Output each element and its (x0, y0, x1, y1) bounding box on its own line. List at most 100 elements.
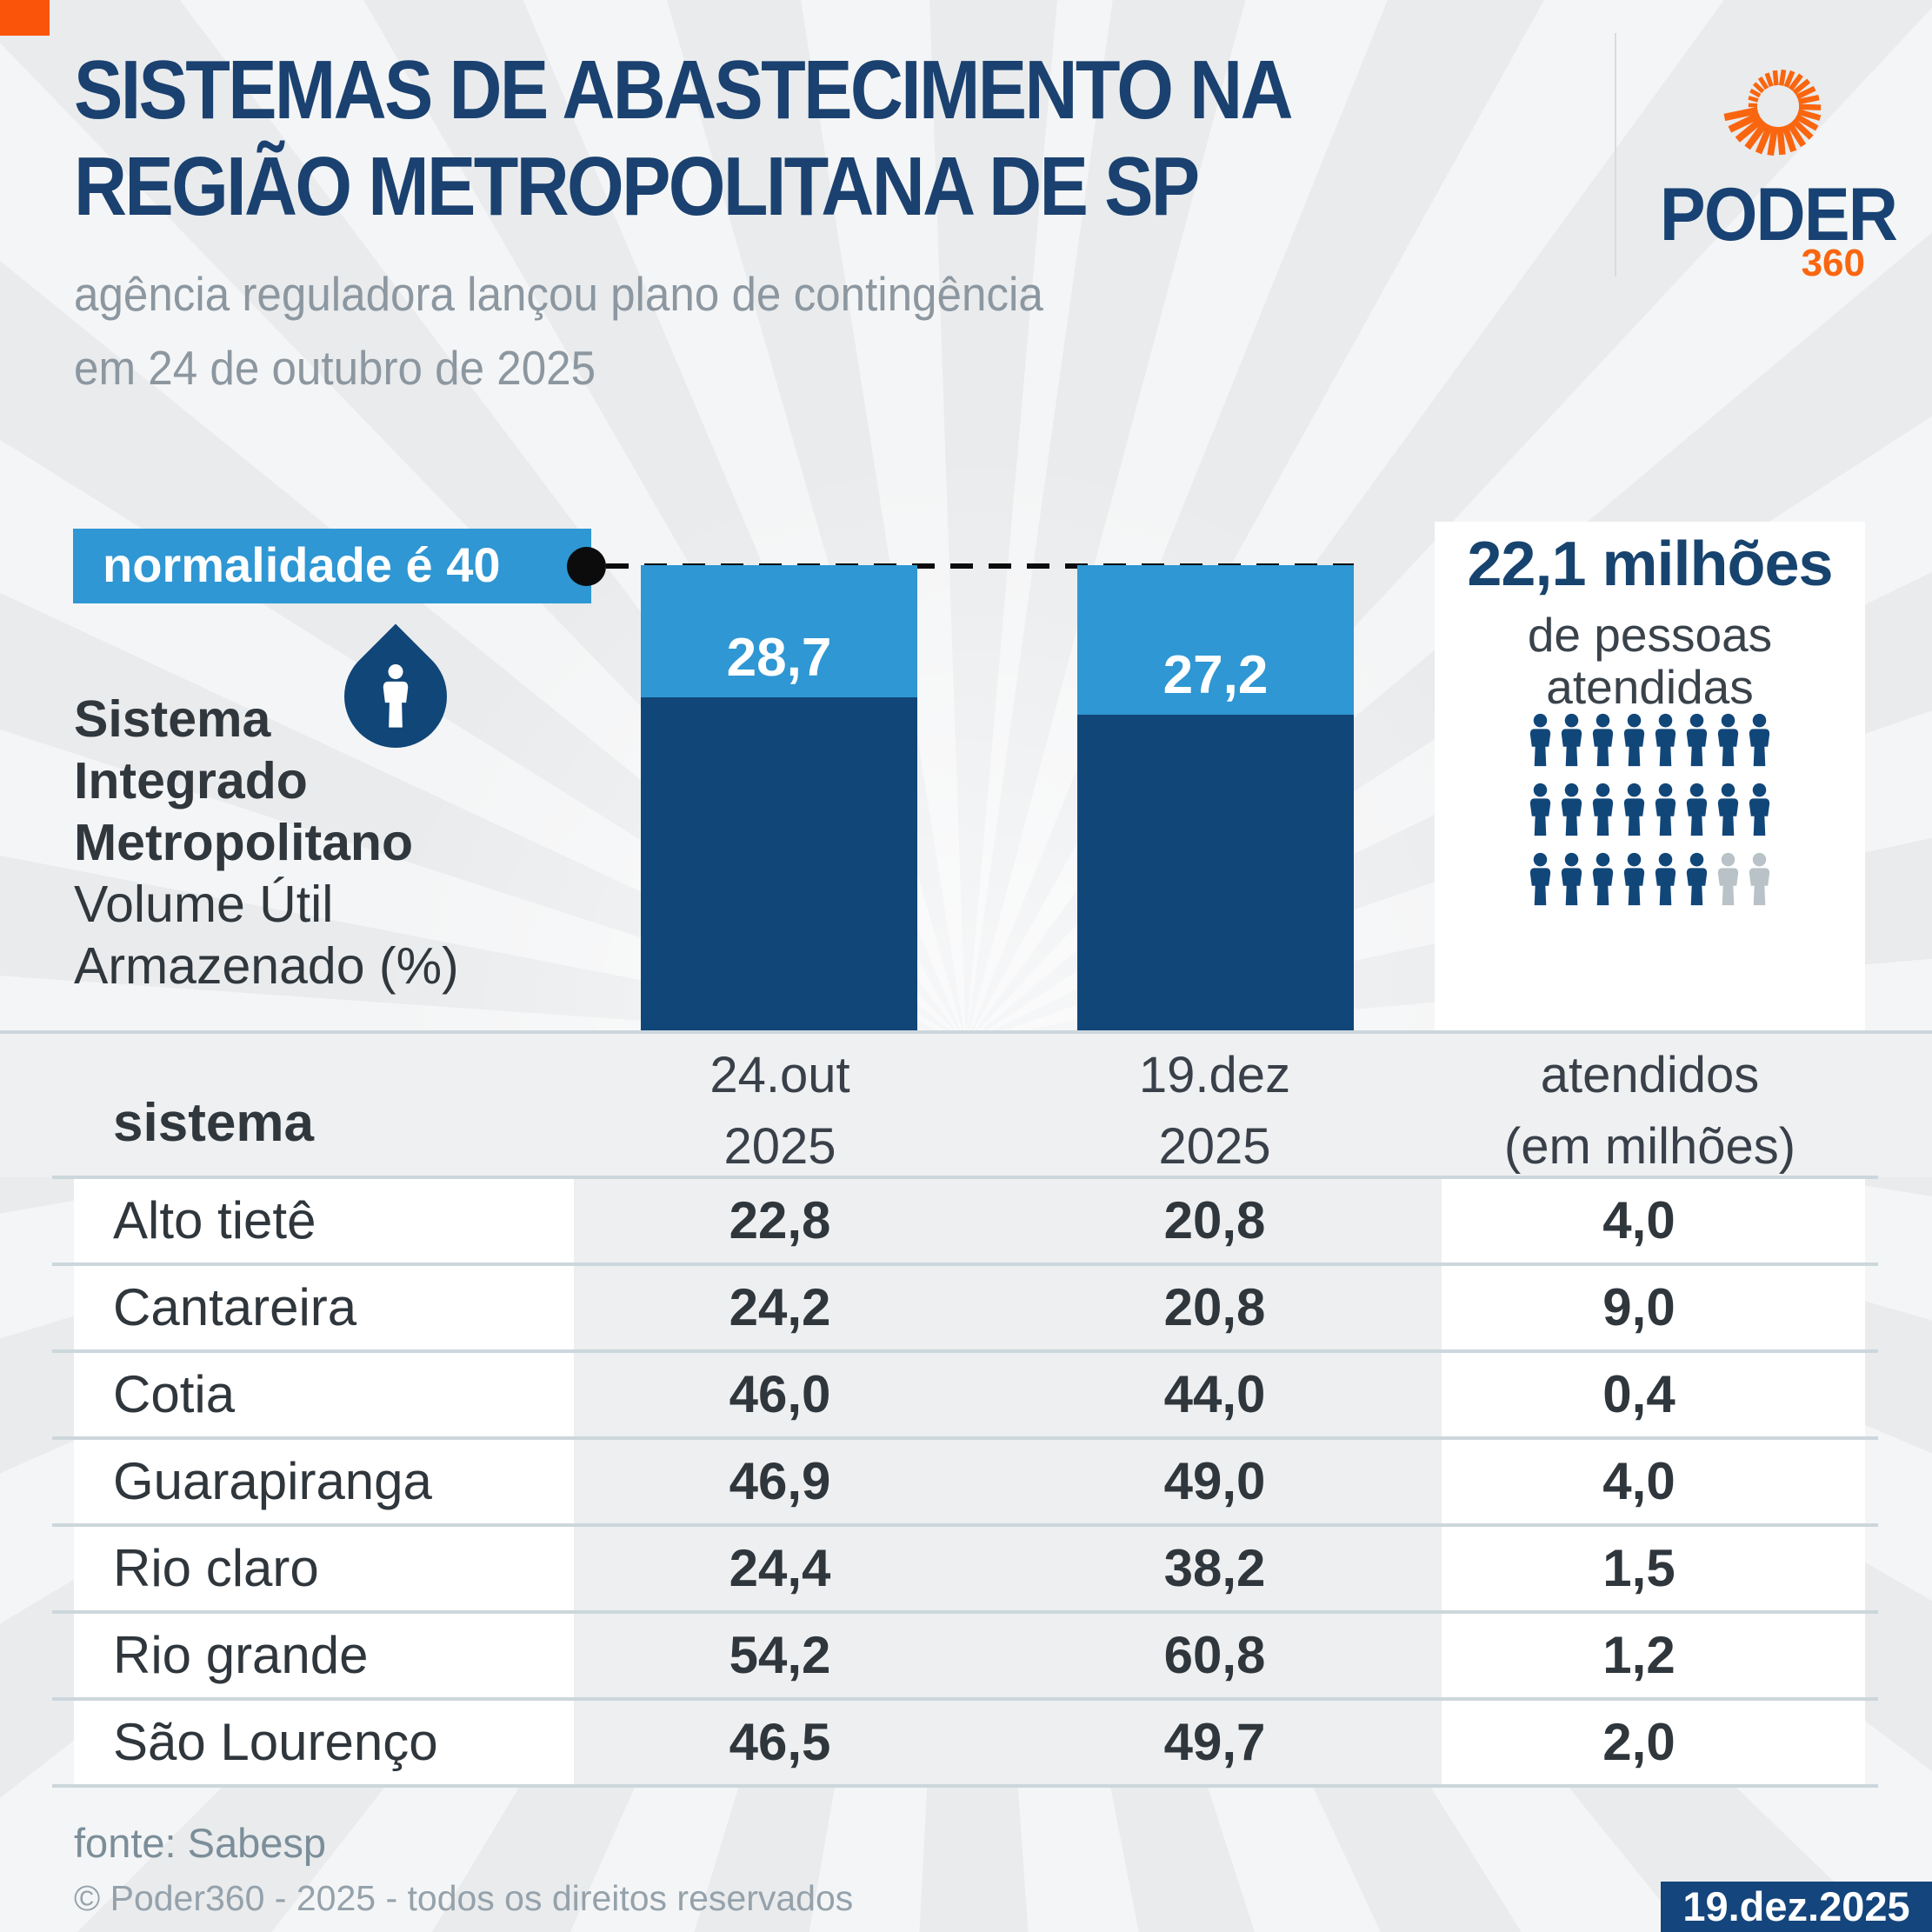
subtitle-line-1: agência reguladora lançou plano de conti… (74, 267, 1043, 321)
person-icon (1686, 783, 1708, 836)
subtitle-line-2: em 24 de outubro de 2025 (74, 341, 596, 395)
person-icon (1561, 713, 1582, 767)
chart-label-line: Volume Útil (74, 876, 334, 933)
row-divider (52, 1262, 1878, 1266)
person-icon (1592, 783, 1614, 836)
reference-annotation: normalidade é 40 (73, 529, 591, 603)
chart-label-line: Integrado (74, 752, 308, 809)
column-header-19dez: 19.dez 2025 (1076, 1040, 1354, 1183)
cell-atendidos: 9,0 (1602, 1278, 1676, 1336)
logo-divider (1615, 33, 1616, 276)
person-icon (1749, 783, 1770, 836)
stat-subline: de pessoas atendidas (1435, 609, 1865, 713)
cell-19dez: 20,8 (1163, 1278, 1266, 1336)
person-icon-filled (1651, 852, 1680, 910)
water-drop-person-icon (323, 623, 469, 769)
date-badge: 19.dez.2025 (1661, 1882, 1932, 1932)
person-icon (1655, 852, 1676, 906)
person-icon-filled (1620, 783, 1649, 841)
person-icon (1623, 713, 1645, 767)
page-title: SISTEMAS DE ABASTECIMENTO NA REGIÃO METR… (74, 42, 1294, 235)
person-icon (1592, 852, 1614, 906)
chart-label-line: Metropolitano (74, 814, 414, 871)
cell-sistema: Rio claro (113, 1539, 319, 1597)
person-icon (1623, 852, 1645, 906)
cell-atendidos: 2,0 (1602, 1713, 1676, 1771)
person-icon (1561, 852, 1582, 906)
cell-24out: 24,2 (729, 1278, 831, 1336)
person-icon-filled (1682, 852, 1711, 910)
table-header-band (0, 1032, 1932, 1177)
person-icon-empty (1745, 852, 1774, 910)
title-line-2: REGIÃO METROPOLITANA DE SP (74, 140, 1200, 233)
cell-19dez: 38,2 (1163, 1539, 1266, 1597)
row-divider (52, 1784, 1878, 1788)
person-icon-filled (1557, 852, 1586, 910)
bar-24out-value: 28,7 (726, 628, 832, 688)
cell-sistema: São Lourenço (113, 1713, 438, 1771)
cell-24out: 46,5 (729, 1713, 831, 1771)
row-divider (52, 1349, 1878, 1353)
person-icon (1529, 713, 1551, 767)
person-icon (1749, 852, 1770, 906)
column-header-24out-line2: 2025 (723, 1118, 836, 1175)
bar-19dez: 27,2 (1077, 565, 1354, 1032)
accent-chip (0, 0, 50, 36)
pictogram-row (1435, 783, 1865, 841)
reference-dashed-line (606, 563, 1354, 569)
chart-baseline (0, 1030, 1932, 1034)
person-icon-filled (1745, 783, 1774, 841)
person-icon-filled (1620, 713, 1649, 771)
logo-360: 360 (1801, 242, 1865, 284)
cell-atendidos: 1,2 (1602, 1626, 1676, 1684)
bar-19dez-value: 27,2 (1163, 645, 1269, 705)
column-header-24out: 24.out 2025 (641, 1040, 919, 1183)
person-icon-filled (1714, 783, 1742, 841)
cell-atendidos: 0,4 (1602, 1365, 1676, 1423)
source-note: fonte: Sabesp (74, 1820, 327, 1866)
person-icon (1655, 783, 1676, 836)
middle-columns-tint (574, 1178, 1442, 1786)
cell-19dez: 49,0 (1163, 1452, 1266, 1510)
stat-headline: 22,1 milhões (1467, 530, 1833, 599)
cell-sistema: Guarapiranga (113, 1452, 432, 1510)
bar-24out-remainder: 28,7 (641, 565, 917, 697)
person-icon-filled (1526, 852, 1555, 910)
person-icon-filled (1745, 713, 1774, 771)
poder360-logo: PODER 360 (1635, 43, 1922, 284)
person-icon-filled (1589, 713, 1617, 771)
person-icon (1561, 783, 1582, 836)
person-icon (1592, 713, 1614, 767)
person-icon-filled (1682, 783, 1711, 841)
reference-annotation-label: normalidade é 40 (103, 537, 501, 592)
column-header-atendidos-line1: atendidos (1540, 1047, 1760, 1103)
row-divider (52, 1436, 1878, 1440)
stat-subline-2: atendidas (1546, 660, 1754, 714)
person-icon-filled (1620, 852, 1649, 910)
row-divider (52, 1523, 1878, 1527)
person-icon (1686, 852, 1708, 906)
cell-19dez: 44,0 (1163, 1365, 1266, 1423)
column-header-19dez-line1: 19.dez (1138, 1047, 1291, 1103)
person-icon (1655, 713, 1676, 767)
chart-label-line: Armazenado (%) (74, 937, 459, 995)
person-icon-filled (1651, 783, 1680, 841)
people-pictogram (1435, 713, 1865, 922)
row-divider (52, 1697, 1878, 1701)
cell-24out: 22,8 (729, 1191, 831, 1249)
person-icon (1623, 783, 1645, 836)
person-icon-empty (1714, 852, 1742, 910)
person-icon-filled (1526, 713, 1555, 771)
chart-axis-label: Sistema Integrado Metropolitano Volume Útil… (74, 689, 459, 997)
column-header-19dez-line2: 2025 (1158, 1118, 1271, 1175)
person-icon (1749, 713, 1770, 767)
column-header-sistema: sistema (113, 1093, 314, 1153)
cell-19dez: 20,8 (1163, 1191, 1266, 1249)
cell-sistema: Cotia (113, 1365, 236, 1423)
chart-label-line: Sistema (74, 690, 271, 748)
page-subtitle: agência reguladora lançou plano de conti… (74, 257, 1043, 405)
person-icon-filled (1557, 713, 1586, 771)
person-in-drop-icon (383, 664, 409, 728)
cell-19dez: 60,8 (1163, 1626, 1266, 1684)
cell-atendidos: 4,0 (1602, 1452, 1676, 1510)
